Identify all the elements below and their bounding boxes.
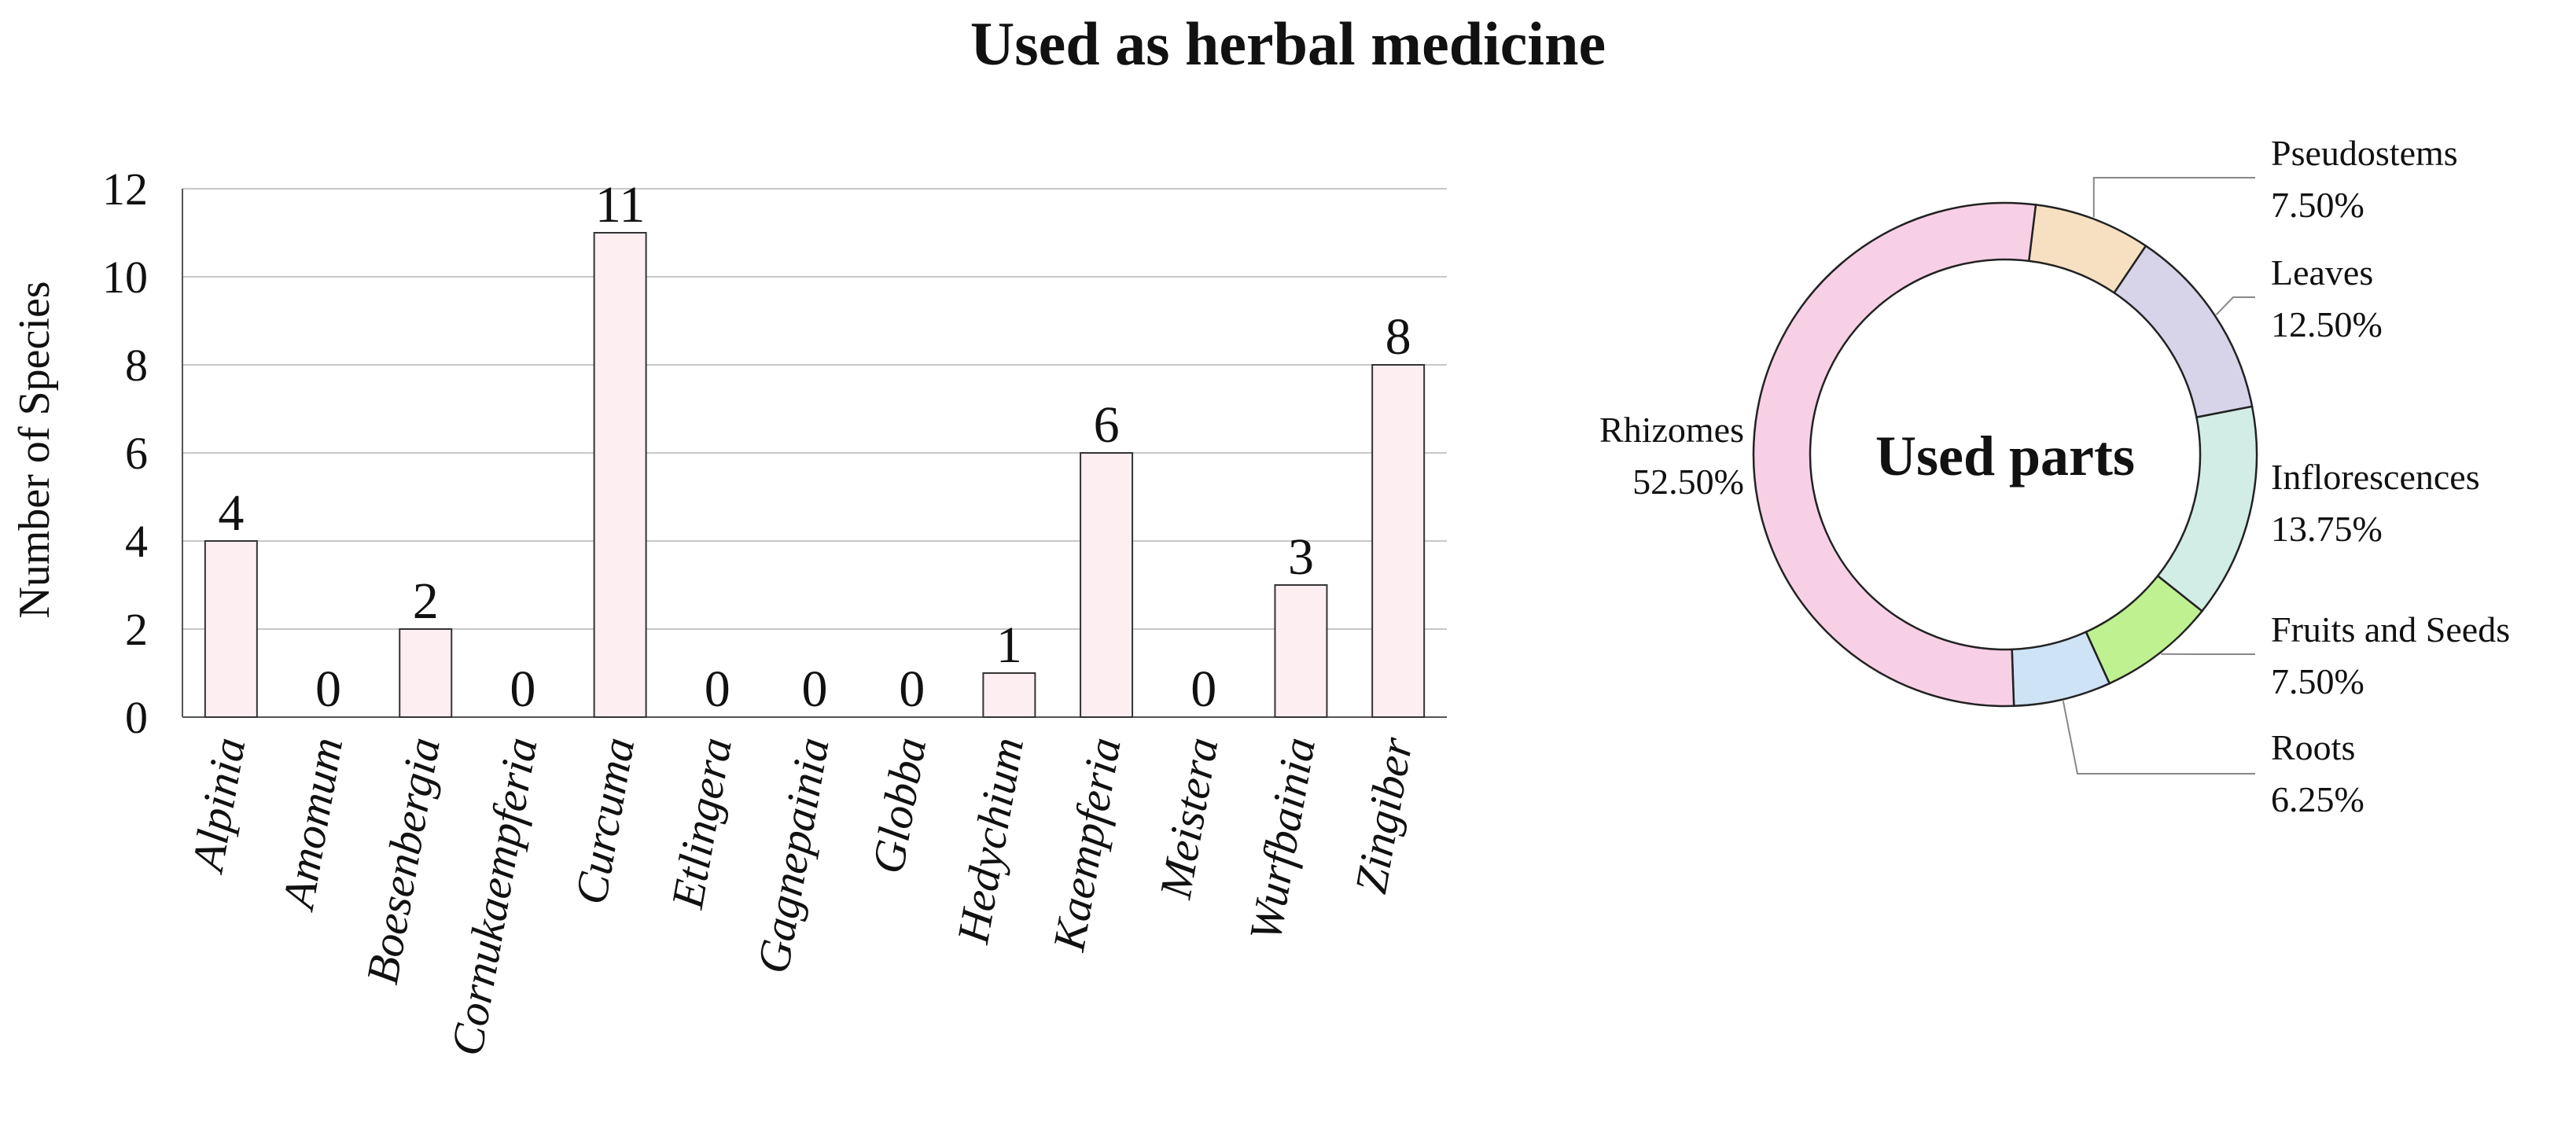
bar [1080,452,1134,718]
category-label: Meistera [1150,734,1228,903]
category-label: Etlingera [661,734,742,913]
category-labels: Alpinia Amomum BoesenbergiaCornukaempferia… [181,734,1422,1060]
slice-name-label: Rhizomes [1599,410,1744,450]
bar [593,232,647,718]
category-label: Gagnepainia [747,734,839,977]
data-label: 3 [1288,528,1314,586]
slice-name-label: Roots [2271,727,2355,767]
y-tick-labels: 0 2 4 6 8 10 12 [102,164,148,743]
category-label: Cornukaempferia [441,734,547,1059]
slice-name-label: Pseudostems [2271,133,2458,173]
chart-title: Used as herbal medicine [970,9,1606,78]
leader-line [2092,177,2255,218]
data-label: 8 [1386,308,1411,366]
gridlines [182,188,1447,630]
data-label: 0 [510,661,535,718]
slice-name-label: Leaves [2271,252,2373,293]
y-axis-title: Number of Species [10,281,59,618]
slice-percent-label: 52.50% [1632,462,1744,502]
category-label: Wurfbainia [1239,734,1325,944]
data-label: 0 [899,661,925,718]
data-label: 0 [1190,661,1216,718]
data-label: 0 [802,661,828,718]
y-tick-label: 8 [125,340,148,391]
y-tick-label: 0 [125,692,148,743]
data-label: 0 [315,661,341,718]
category-label: Globba [862,734,936,878]
bars [204,232,1426,718]
bar [204,540,258,718]
donut-slice [2156,405,2258,613]
data-label: 1 [996,616,1022,674]
bar [982,672,1036,718]
data-labels: 4 0 2 0 11 0 0 0 1 6 0 3 8 [218,176,1411,718]
slice-percent-label: 7.50% [2271,661,2364,701]
slice-percent-label: 13.75% [2271,509,2383,549]
y-tick-label: 12 [102,164,148,215]
leader-line [2215,296,2255,315]
y-tick-label: 2 [125,604,148,655]
donut-slice [2112,244,2254,419]
slice-percent-label: 7.50% [2271,185,2364,225]
data-label: 2 [413,572,439,630]
category-label: Zingiber [1345,734,1422,897]
slice-name-label: Fruits and Seeds [2271,609,2510,649]
slice-name-label: Inflorescences [2271,457,2480,497]
bar [1371,364,1426,718]
data-label: 11 [595,176,646,234]
slice-percent-label: 12.50% [2271,304,2383,344]
category-label: Curcuma [565,734,644,908]
leader-line [2062,701,2255,775]
slice-percent-label: 6.25% [2271,779,2364,819]
donut-chart: Pseudostems 7.50% Leaves 12.50% Inflorescenc… [1599,133,2510,819]
category-label: Kaempferia [1043,734,1131,955]
data-label: 0 [705,661,730,718]
bar-chart: 0 2 4 6 8 10 12 4 0 2 0 11 0 0 0 1 6 0 3 8 Alpinia Amomum Bo… [10,164,1447,1059]
category-label: Alpinia [181,734,255,878]
donut-slices [1752,201,2258,708]
bar [399,628,453,718]
category-label: Amomum [272,734,353,915]
leader-lines [2062,177,2255,775]
axes [182,189,1447,718]
donut-slice [1752,201,2037,708]
data-label: 4 [218,484,244,542]
category-label: Boesenbergia [356,734,450,988]
bar [1274,584,1328,718]
donut-center-label: Used parts [1875,425,2135,488]
category-label: Hedychium [947,734,1033,948]
y-tick-label: 10 [102,252,148,303]
y-tick-label: 6 [125,428,148,479]
data-label: 6 [1094,396,1120,454]
slice-labels: Pseudostems 7.50% Leaves 12.50% Inflorescenc… [1599,133,2510,819]
y-tick-label: 4 [125,516,148,567]
